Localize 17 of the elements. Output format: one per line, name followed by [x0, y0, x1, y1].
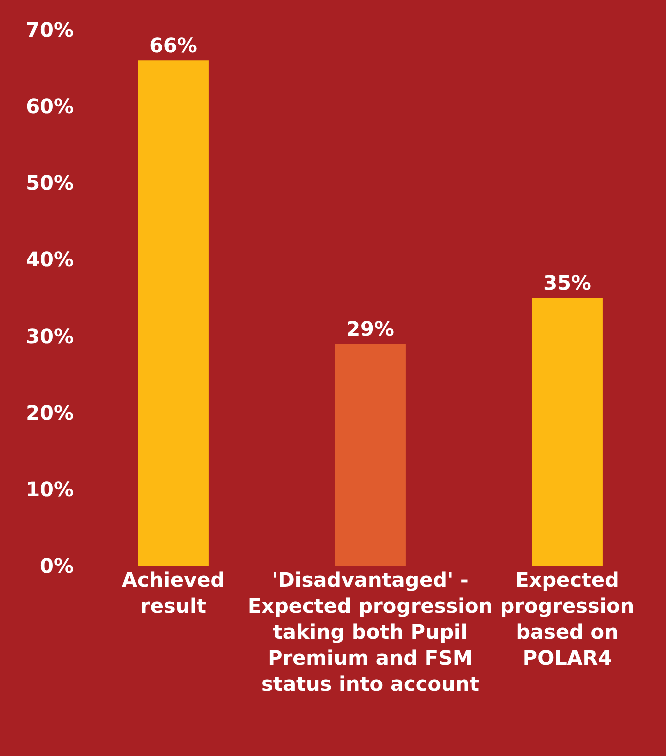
x-tick-label: Achieved result	[122, 568, 225, 618]
y-tick-label: 0%	[40, 554, 74, 578]
y-tick-label: 40%	[26, 248, 74, 272]
y-tick-label: 20%	[26, 400, 74, 425]
y-tick-label: 30%	[26, 324, 74, 348]
data-label: 35%	[544, 271, 592, 295]
y-tick-label: 60%	[26, 94, 74, 119]
y-tick-label: 10%	[26, 477, 74, 502]
x-tick-label: 'Disadvantaged' - Expected progression taking both Pupil Premium and FSM status into account	[248, 568, 494, 696]
bar	[532, 298, 603, 566]
y-tick-label: 70%	[26, 18, 74, 42]
bar	[335, 344, 406, 566]
x-tick-label: Expected progression based on POLAR4	[500, 568, 635, 670]
data-label: 66%	[150, 34, 198, 58]
data-label: 29%	[346, 316, 394, 341]
y-tick-label: 50%	[26, 171, 74, 196]
bar	[138, 60, 209, 566]
